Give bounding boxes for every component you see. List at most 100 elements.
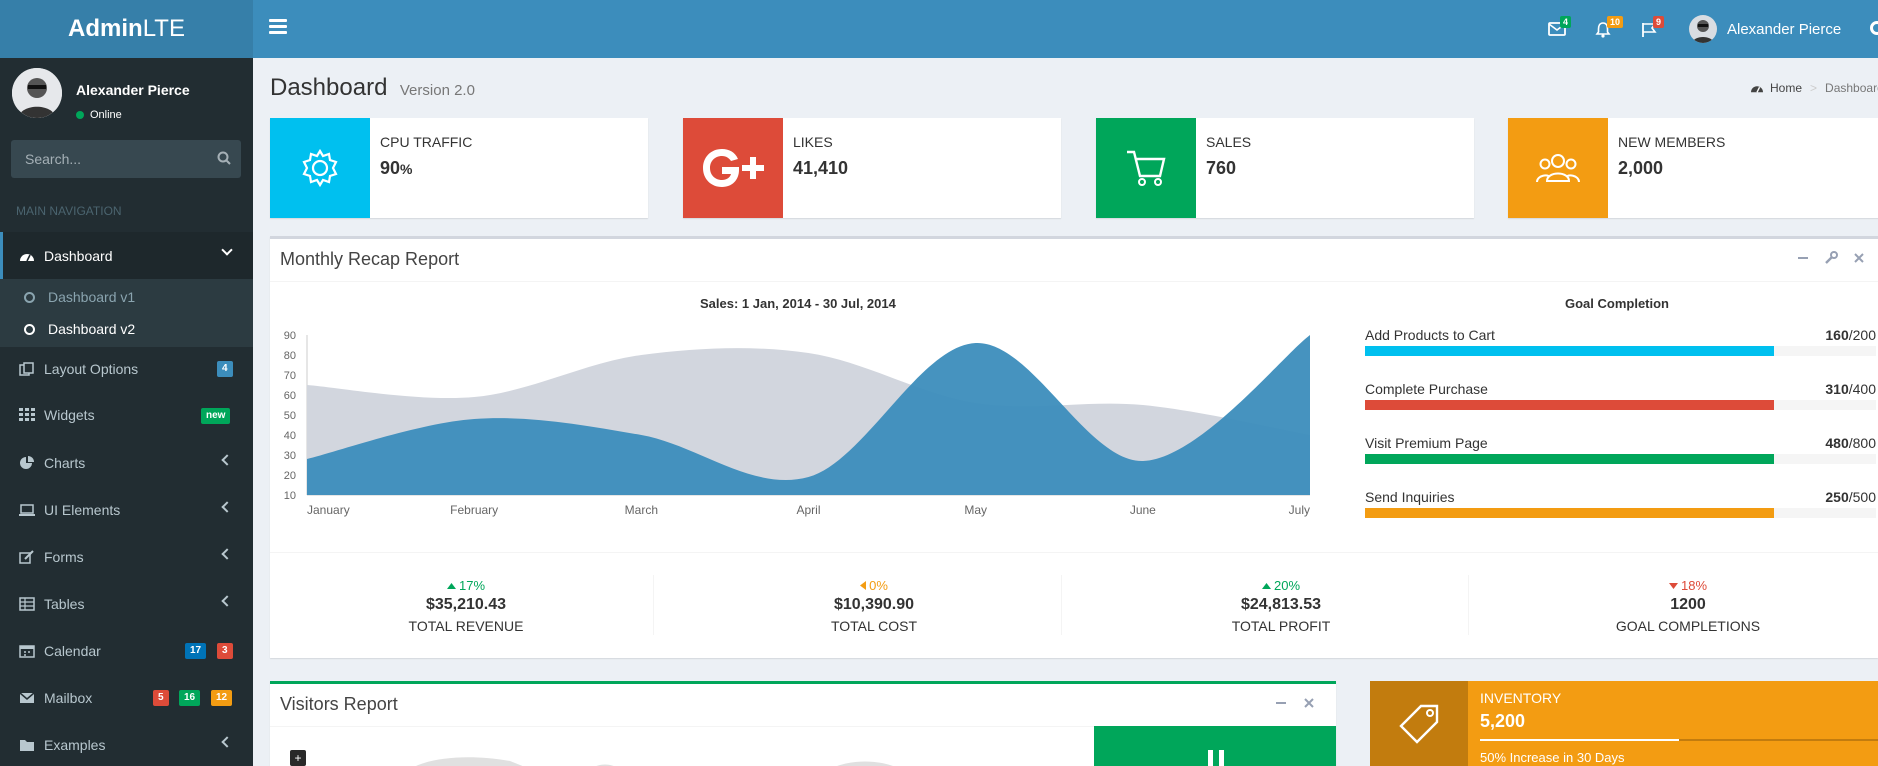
x-tick-label: January: [307, 503, 350, 517]
avatar: [1689, 15, 1717, 43]
map-zoom-in-button[interactable]: +: [290, 750, 306, 766]
page-subtitle: Version 2.0: [399, 82, 475, 99]
x-tick-label: July: [1289, 503, 1310, 517]
goal-fill: [1365, 400, 1774, 410]
x-tick-label: April: [796, 503, 820, 517]
stat-total-revenue: 17% $35,210.43 TOTAL REVENUE: [408, 578, 524, 634]
close-icon[interactable]: [1852, 251, 1870, 269]
goal-fill: [1365, 508, 1774, 518]
info-box-sales: SALES 760: [1096, 118, 1474, 218]
sidebar-item-dashboard[interactable]: Dashboard: [0, 232, 253, 279]
box-title: Visitors Report: [280, 694, 398, 714]
sidebar-item-widgets[interactable]: Widgets new: [0, 391, 253, 439]
caret-down-icon: [1668, 582, 1678, 589]
sidebar-toggle-button[interactable]: [269, 19, 287, 37]
page-title: Dashboard: [270, 74, 388, 101]
inventory-label: INVENTORY: [1480, 690, 1562, 706]
avatar: [12, 68, 62, 118]
content-header: Dashboard Version 2.0: [270, 74, 475, 102]
inventory-progress: [1480, 739, 1878, 741]
dashboard-submenu: Dashboard v1 Dashboard v2: [0, 279, 253, 347]
inventory-value: 5,200: [1480, 711, 1526, 731]
settings-gear-icon[interactable]: [1870, 21, 1878, 35]
sidebar-user-name: Alexander Pierce: [76, 82, 190, 98]
y-tick-label: 90: [284, 330, 296, 342]
mailbox-badge-yellow: 12: [211, 690, 233, 706]
info-box-inventory: INVENTORY 5,200 50% Increase in 30 Days: [1370, 681, 1878, 766]
status-badge: Online: [76, 109, 122, 121]
breadcrumb-home-link[interactable]: Home: [1770, 81, 1803, 95]
th-icon: [19, 408, 35, 422]
goal-fill: [1365, 346, 1774, 356]
header-user-name: Alexander Pierce: [1727, 20, 1842, 38]
circle-icon: [24, 323, 35, 335]
visitors-stats-panel: [1094, 726, 1336, 766]
dashboard-icon: [1751, 86, 1763, 93]
info-box-value: 760: [1206, 158, 1237, 178]
logo[interactable]: AdminLTE: [0, 0, 253, 58]
sidebar-menu: Dashboard Dashboard v1 Dashboard v2 Layo…: [0, 232, 253, 766]
chevron-left-icon: [221, 595, 233, 607]
x-tick-label: March: [625, 503, 658, 517]
goal-progress: Visit Premium Page 480/800: [1365, 435, 1876, 464]
top-navbar: 4 10 9 Alexander Pierce: [253, 0, 1878, 58]
inventory-desc: 50% Increase in 30 Days: [1480, 750, 1625, 765]
mailbox-badge-green: 16: [179, 690, 201, 706]
sales-area-chart: 10 20 30 40 50 60 70 80 90 January February March Ap…: [284, 330, 1310, 517]
chart-title: Sales: 1 Jan, 2014 - 30 Jul, 2014: [700, 296, 896, 311]
messages-icon[interactable]: 4: [1544, 16, 1572, 42]
y-tick-label: 30: [284, 450, 296, 462]
sidebar-item-forms[interactable]: Forms: [0, 533, 253, 580]
sidebar-item-ui-elements[interactable]: UI Elements: [0, 486, 253, 533]
box-tools: [1274, 696, 1320, 714]
chevron-left-icon: [221, 501, 233, 513]
x-tick-label: February: [450, 503, 498, 517]
gear-icon: [270, 118, 370, 218]
stat-total-profit: 20% $24,813.53 TOTAL PROFIT: [1231, 578, 1331, 634]
goal-progress: Add Products to Cart 160/200: [1365, 327, 1876, 356]
minus-icon[interactable]: [1796, 251, 1814, 269]
tag-icon: [1370, 681, 1468, 766]
minus-icon[interactable]: [1274, 696, 1292, 714]
envelope-icon: [19, 691, 35, 705]
info-box-label: SALES: [1206, 134, 1252, 150]
info-box-value: 41,410: [793, 158, 849, 178]
circle-icon: [24, 291, 35, 303]
caret-up-icon: [446, 582, 456, 589]
info-box-label: NEW MEMBERS: [1618, 134, 1726, 150]
y-tick-label: 80: [284, 350, 296, 362]
laptop-icon: [19, 503, 35, 517]
x-tick-label: June: [1130, 503, 1156, 517]
calendar-badge-blue: 17: [185, 643, 207, 659]
x-tick-label: May: [964, 503, 987, 517]
breadcrumb-current: Dashboard: [1825, 81, 1878, 95]
sidebar-subitem-dashboard-v2[interactable]: Dashboard v2: [0, 313, 253, 345]
info-box-label: LIKES: [793, 134, 833, 150]
caret-left-icon: [860, 581, 867, 590]
online-dot-icon: [76, 111, 84, 119]
sidebar-item-charts[interactable]: Charts: [0, 439, 253, 486]
search-input[interactable]: [11, 140, 201, 178]
info-box-value: 2,000: [1618, 158, 1664, 178]
sidebar-item-examples[interactable]: Examples: [0, 721, 253, 766]
layout-count-badge: 4: [217, 361, 233, 377]
sidebar-item-mailbox[interactable]: Mailbox 5 16 12: [0, 674, 253, 721]
sidebar-item-tables[interactable]: Tables: [0, 580, 253, 627]
sidebar-subitem-dashboard-v1[interactable]: Dashboard v1: [0, 281, 253, 313]
chevron-left-icon: [221, 548, 233, 560]
box-title: Monthly Recap Report: [280, 249, 460, 269]
wrench-icon[interactable]: [1824, 251, 1842, 269]
sidebar-item-layout-options[interactable]: Layout Options 4: [0, 347, 253, 391]
close-icon[interactable]: [1302, 696, 1320, 714]
user-menu[interactable]: Alexander Pierce: [1689, 14, 1841, 44]
y-tick-label: 10: [284, 490, 296, 502]
notifications-badge: 10: [1607, 16, 1624, 28]
sidebar: Alexander Pierce Online MAIN NAVIGATION …: [0, 58, 253, 766]
visitors-report-box: Visitors Report +: [270, 681, 1336, 766]
search-icon[interactable]: [217, 151, 233, 167]
bell-icon[interactable]: 10: [1591, 16, 1624, 42]
calendar-badge-red: 3: [217, 643, 233, 659]
flag-icon[interactable]: 9: [1637, 16, 1665, 42]
sidebar-item-calendar[interactable]: Calendar 17 3: [0, 627, 253, 674]
info-box-likes: LIKES 41,410: [683, 118, 1061, 218]
